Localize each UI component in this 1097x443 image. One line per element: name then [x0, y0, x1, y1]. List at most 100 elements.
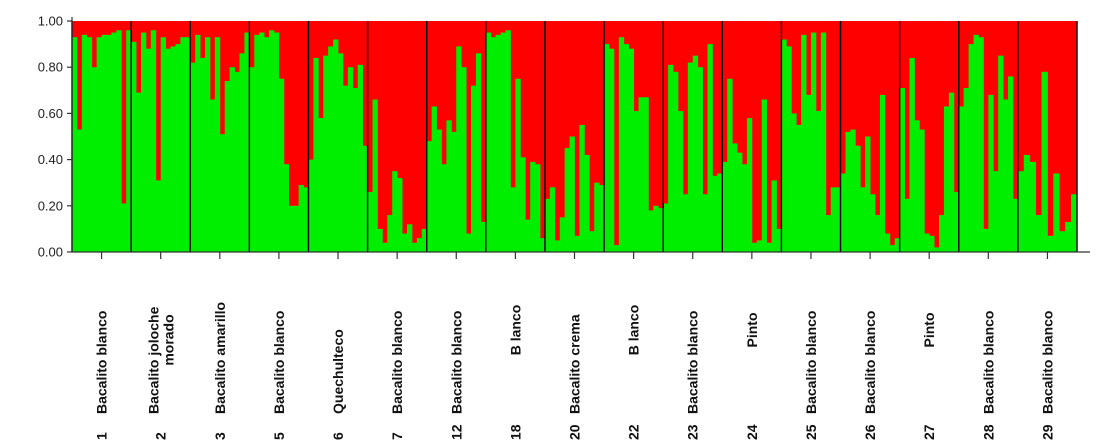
population-label: 27 Pinto [921, 313, 937, 441]
bar-cluster-1 [914, 120, 920, 252]
population-name: Bacalito blanco [94, 311, 110, 414]
bar-cluster-1 [72, 37, 78, 252]
bar-cluster-1 [737, 152, 743, 252]
bar-cluster-1 [870, 194, 876, 252]
population-label: 12 Bacalito blanco [448, 311, 464, 440]
population-id: 26 [862, 424, 878, 440]
bar-cluster-1 [101, 34, 107, 252]
bar-cluster-1 [988, 94, 994, 252]
population-id: 24 [744, 424, 760, 440]
bar-cluster-1 [347, 67, 354, 252]
bar-cluster-1 [825, 215, 832, 252]
y-tick-label: 0.60 [38, 106, 63, 121]
bar-cluster-1 [525, 219, 531, 252]
population-name: Pinto [921, 313, 937, 348]
bar-cluster-1 [801, 34, 807, 252]
bar-cluster-1 [579, 124, 585, 252]
bar-cluster-1 [338, 53, 344, 253]
bar-cluster-1 [278, 78, 285, 252]
population-name: Bacalito blanco [862, 311, 878, 414]
population-id: 3 [212, 432, 228, 440]
bar-cluster-1 [865, 136, 871, 252]
y-axis: 0.00 0.20 0.40 0.60 0.80 1.00 [38, 14, 1090, 260]
bar-cluster-1 [835, 187, 841, 252]
bar-cluster-1 [810, 32, 817, 252]
bar-cluster-1 [505, 30, 511, 252]
bar-cluster-1 [722, 161, 728, 252]
bar-cluster-1 [259, 32, 265, 252]
bar-cluster-1 [692, 55, 699, 253]
bar-cluster-1 [840, 173, 846, 252]
bar-cluster-1 [796, 124, 802, 252]
bar-cluster-1 [638, 97, 644, 252]
bar-cluster-1 [998, 55, 1004, 253]
bar-cluster-1 [190, 62, 196, 252]
bar-cluster-1 [584, 154, 590, 252]
population-label: 29 Bacalito blanco [1039, 311, 1055, 440]
bar-cluster-1 [377, 228, 383, 252]
y-tick-label: 0.00 [38, 245, 63, 260]
bar-cluster-1 [81, 34, 88, 252]
bar-cluster-1 [776, 228, 782, 252]
bar-cluster-1 [1041, 71, 1048, 252]
bar-cluster-1 [490, 37, 497, 252]
bar-cluster-1 [1017, 171, 1025, 252]
bar-cluster-1 [402, 233, 408, 252]
bar-cluster-1 [357, 64, 364, 252]
bar-cluster-1 [308, 159, 314, 252]
population-name: Bacalito blanco [803, 311, 819, 414]
bar-cluster-1 [973, 34, 979, 252]
bar-cluster-1 [407, 224, 413, 252]
bar-cluster-1 [732, 143, 738, 252]
population-label: 6 Quechulteco [330, 329, 346, 440]
population-label: 18 B lanco [507, 305, 523, 440]
bar-cluster-1 [175, 44, 181, 252]
population-name: Bacalito blanco [685, 311, 701, 414]
bar-cluster-1 [480, 221, 487, 252]
bar-cluster-1 [540, 238, 546, 252]
bar-cluster-1 [909, 57, 915, 253]
population-id: 1 [94, 432, 110, 440]
bar-cluster-1 [86, 37, 93, 252]
bar-cluster-1 [564, 148, 570, 252]
bar-cluster-1 [333, 39, 339, 253]
bar-cluster-1 [205, 37, 211, 252]
bar-cluster-1 [288, 205, 295, 252]
bar-cluster-1 [993, 171, 999, 252]
population-name: Bacalito crema [567, 314, 583, 414]
bar-cluster-1 [471, 85, 477, 253]
bar-cluster-1 [1008, 76, 1014, 252]
bar-cluster-1 [535, 164, 541, 252]
bar-cluster-1 [668, 64, 674, 252]
bar-cluster-1 [136, 92, 142, 252]
bar-cluster-1 [1029, 161, 1037, 252]
bar-cluster-1 [751, 242, 758, 252]
bar-cluster-1 [485, 32, 492, 252]
bar-cluster-1 [1012, 198, 1019, 252]
bar-cluster-1 [273, 32, 280, 252]
bar-cluster-1 [894, 238, 901, 252]
bar-cluster-1 [727, 78, 733, 252]
bar-cluster-1 [677, 111, 684, 252]
population-label: 20 Bacalito crema [567, 314, 583, 440]
population-id: 28 [980, 424, 996, 440]
bar-cluster-1 [604, 44, 610, 252]
bar-cluster-1 [313, 57, 319, 253]
bar-cluster-1 [239, 53, 245, 253]
bar-cluster-1 [446, 120, 452, 252]
bar-cluster-1 [264, 37, 270, 252]
bar-cluster-1 [530, 161, 536, 252]
bar-cluster-1 [889, 245, 896, 252]
bar-cluster-1 [884, 233, 891, 252]
bar-cluster-1 [510, 187, 516, 252]
bar-cluster-1 [899, 87, 905, 253]
bar-cluster-1 [1035, 215, 1042, 252]
bar-cluster-1 [1003, 99, 1009, 252]
bar-cluster-1 [323, 55, 329, 253]
population-name: Bacalito amarillo [212, 302, 228, 414]
bar-cluster-1 [352, 87, 359, 253]
population-id: 27 [921, 424, 937, 440]
bar-cluster-1 [382, 242, 388, 252]
bar-cluster-1 [594, 182, 600, 252]
